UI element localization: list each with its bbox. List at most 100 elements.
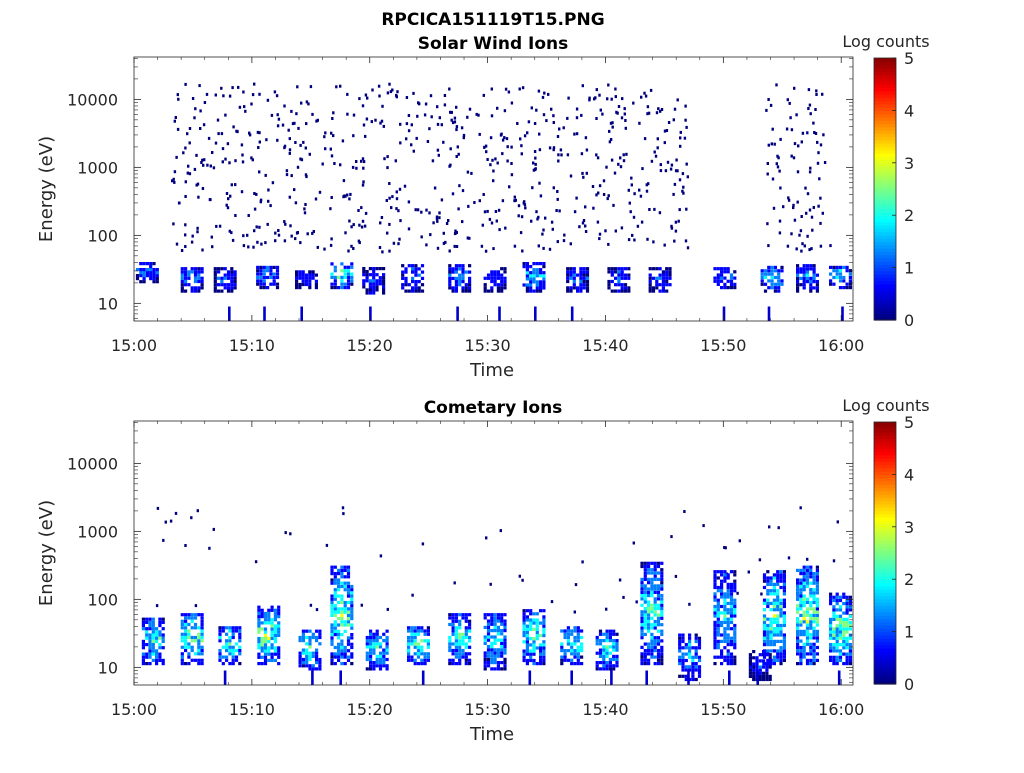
heatmap-cell xyxy=(776,608,780,612)
heatmap-cell xyxy=(612,657,616,662)
heatmap-cell xyxy=(311,270,315,274)
heatmap-cell xyxy=(277,117,281,121)
heatmap-cell xyxy=(534,306,537,321)
heatmap-cell xyxy=(343,645,347,650)
heatmap-cell xyxy=(158,620,162,624)
heatmap-cell xyxy=(766,589,770,593)
heatmap-cell xyxy=(585,283,590,287)
heatmap-cell xyxy=(305,664,309,668)
heatmap-cell xyxy=(612,645,616,649)
heatmap-cell xyxy=(226,276,231,280)
heatmap-cell xyxy=(832,614,836,618)
heatmap-cell xyxy=(438,211,441,215)
heatmap-cell xyxy=(733,627,737,631)
heatmap-cell xyxy=(681,652,685,656)
heatmap-cell xyxy=(340,620,344,624)
heatmap-cell xyxy=(382,291,386,295)
heatmap-cell xyxy=(180,626,184,630)
heatmap-cell xyxy=(805,575,810,579)
heatmap-cell xyxy=(260,643,264,647)
heatmap-cell xyxy=(845,662,849,666)
heatmap-cell xyxy=(835,643,839,647)
heatmap-cell xyxy=(468,639,472,643)
heatmap-cell xyxy=(230,267,234,271)
heatmap-cell xyxy=(647,658,651,662)
heatmap-cell xyxy=(161,617,165,621)
heatmap-cell xyxy=(231,649,235,653)
heatmap-cell xyxy=(213,267,217,271)
heatmap-cell xyxy=(779,585,783,590)
heatmap-cell xyxy=(223,670,227,685)
colorbar-segment xyxy=(874,146,896,151)
heatmap-cell xyxy=(772,573,776,577)
heatmap-cell xyxy=(812,600,816,605)
heatmap-cell xyxy=(779,570,783,574)
heatmap-cell xyxy=(330,639,334,643)
heatmap-cell xyxy=(842,286,846,290)
heatmap-cell xyxy=(155,655,159,659)
heatmap-cell xyxy=(713,579,717,583)
heatmap-cell xyxy=(726,655,730,659)
heatmap-cell xyxy=(372,642,376,646)
heatmap-cell xyxy=(729,608,734,612)
heatmap-cell xyxy=(796,617,800,621)
heatmap-cell xyxy=(547,92,550,96)
heatmap-cell xyxy=(263,636,268,641)
heatmap-cell xyxy=(542,652,546,656)
heatmap-cell xyxy=(525,634,529,638)
heatmap-cell xyxy=(416,626,421,630)
heatmap-cell xyxy=(532,658,536,663)
colorbar-segment xyxy=(874,556,896,561)
heatmap-cell xyxy=(615,642,619,646)
colorbar-segment xyxy=(874,71,896,75)
heatmap-cell xyxy=(525,640,529,644)
heatmap-cell xyxy=(311,667,315,671)
heatmap-cell xyxy=(197,267,201,271)
heatmap-cell xyxy=(490,87,493,91)
heatmap-cell xyxy=(655,283,659,287)
heatmap-cell xyxy=(184,645,188,649)
heatmap-cell xyxy=(202,163,205,167)
heatmap-cell xyxy=(358,97,361,101)
heatmap-cell xyxy=(702,524,705,528)
heatmap-cell xyxy=(809,594,813,598)
heatmap-cell xyxy=(200,629,204,633)
colorbar-segment xyxy=(874,484,896,489)
heatmap-cell xyxy=(263,633,268,637)
heatmap-cell xyxy=(796,289,800,293)
heatmap-cell xyxy=(193,626,198,630)
heatmap-cell xyxy=(836,520,839,524)
heatmap-cell xyxy=(343,275,347,279)
heatmap-cell xyxy=(180,652,184,656)
heatmap-cell xyxy=(608,129,611,133)
heatmap-cell xyxy=(410,123,413,127)
colorbar-segment xyxy=(874,126,896,131)
heatmap-cell xyxy=(273,615,277,619)
heatmap-cell xyxy=(458,267,462,271)
heatmap-cell xyxy=(766,623,770,628)
heatmap-cell xyxy=(372,276,376,280)
heatmap-cell xyxy=(584,136,588,140)
heatmap-cell xyxy=(815,633,819,637)
heatmap-cell xyxy=(493,283,497,287)
heatmap-cell xyxy=(496,283,500,287)
heatmap-cell xyxy=(782,205,785,209)
heatmap-cell xyxy=(273,627,277,631)
heatmap-cell xyxy=(643,600,647,604)
heatmap-cell xyxy=(490,641,494,645)
heatmap-cell xyxy=(819,143,823,147)
heatmap-cell xyxy=(779,652,783,656)
heatmap-cell xyxy=(585,276,590,280)
heatmap-cell xyxy=(454,629,458,633)
heatmap-cell xyxy=(301,639,305,643)
heatmap-cell xyxy=(218,224,222,228)
heatmap-cell xyxy=(815,591,819,595)
heatmap-cell xyxy=(386,166,389,170)
heatmap-cell xyxy=(769,608,773,612)
heatmap-cell xyxy=(311,112,314,116)
heatmap-cell xyxy=(343,581,347,585)
heatmap-cell xyxy=(782,643,786,647)
heatmap-cell xyxy=(685,207,688,211)
heatmap-cell xyxy=(816,161,820,165)
heatmap-cell xyxy=(489,136,493,140)
